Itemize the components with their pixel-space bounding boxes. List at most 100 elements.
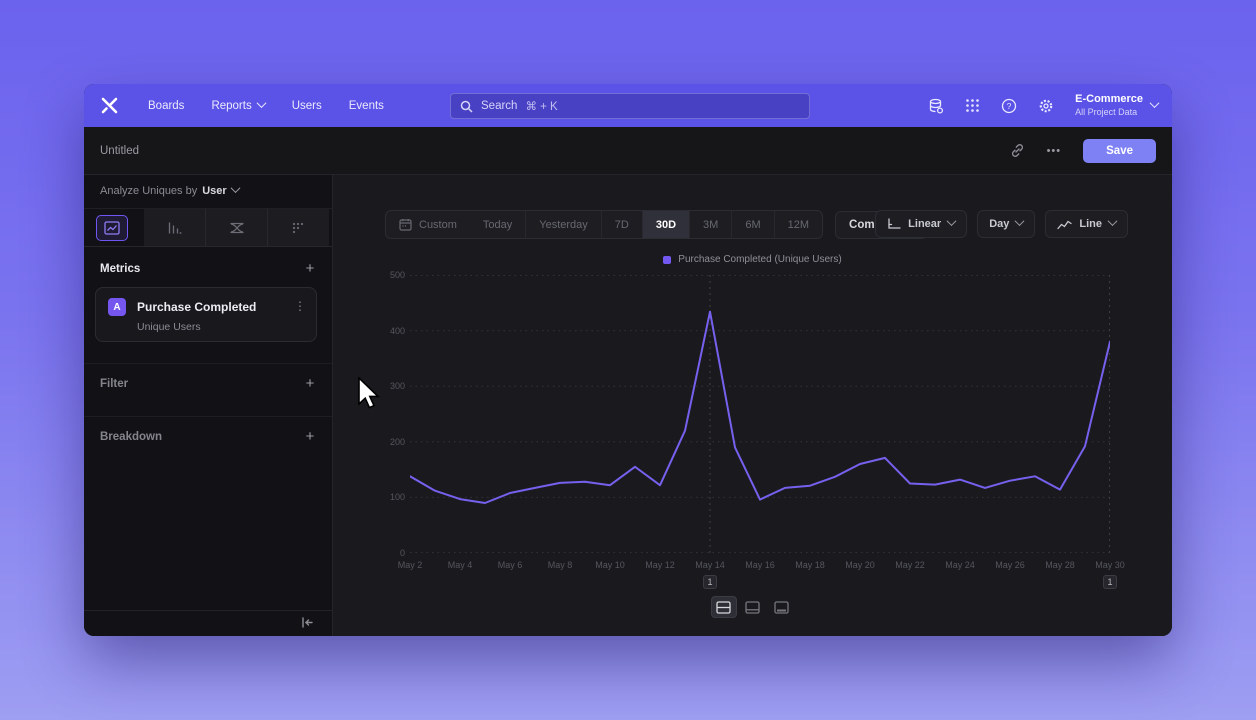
project-selector[interactable]: E-Commerce All Project Data [1075,93,1160,118]
x-axis-label: May 2 [397,560,423,570]
mixpanel-logo-icon[interactable] [100,97,120,115]
x-axis-label: May 30 [1095,560,1125,570]
y-axis: 0 100 200 300 400 500 [370,270,405,558]
mouse-cursor [358,377,380,409]
annotation-count-badge[interactable]: 1 [703,575,717,589]
apps-grid-icon[interactable] [965,98,980,113]
report-title[interactable]: Untitled [100,144,139,157]
help-icon[interactable]: ? [1001,98,1017,114]
nav-item[interactable]: Users [291,99,322,112]
y-axis-label: 500 [389,270,405,280]
y-axis-label: 200 [389,436,405,447]
chart-legend[interactable]: Purchase Completed (Unique Users) [333,254,1172,265]
date-range-group: Custom Today Yesterday 7D 30D 3M 6M 12M [385,210,824,239]
breakdown-header: Breakdown [100,431,162,443]
search-label: Search [481,100,518,112]
layout-split-toggle[interactable] [710,596,737,618]
chevron-down-icon [946,216,957,227]
x-axis-label: May 6 [497,560,523,570]
chart-type-tabs [84,208,332,247]
x-axis-label: May 8 [547,560,573,570]
x-axis: May 2 May 4 May 6 May 8 May 10 May 12 May 14 Ma… [398,560,1125,572]
tab-retention[interactable] [267,209,329,246]
metric-card[interactable]: A Purchase Completed ⋮ Unique Users [95,287,317,342]
analyze-uniques-label: Analyze Uniques by [100,185,198,197]
project-name: E-Commerce [1075,93,1143,105]
analyze-entity-dropdown[interactable]: User [202,183,241,197]
x-axis-label: May 12 [645,560,675,570]
y-axis-label: 100 [389,492,405,503]
nav-items: Boards Reports Users Events [148,97,384,112]
nav-item[interactable]: Reports [211,97,267,112]
layout-table-focus-toggle[interactable] [769,596,795,618]
tab-flows[interactable] [205,209,267,246]
filter-header: Filter [100,378,129,390]
metric-series-badge: A [108,298,126,316]
x-axis-label: May 4 [447,560,473,570]
date-range-button[interactable]: 30D [641,211,690,238]
legend-swatch [663,255,672,264]
chevron-down-icon [1107,216,1118,227]
collapse-sidebar-icon[interactable] [300,616,314,634]
add-filter-button[interactable]: + [305,375,315,392]
metric-measure[interactable]: Unique Users [137,321,201,333]
divider [84,416,332,417]
y-axis-label: 0 [399,548,405,558]
svg-text:?: ? [1007,101,1012,111]
top-nav: Boards Reports Users Events Search ⌘ + K [84,84,1172,127]
chevron-down-icon [1149,97,1160,108]
add-breakdown-button[interactable]: + [305,428,315,445]
layout-chart-focus-toggle[interactable] [740,596,766,618]
date-range-button[interactable]: Yesterday [525,211,601,238]
metric-options-button[interactable]: ⋮ [294,299,306,313]
search-icon [460,100,473,113]
date-range-button[interactable]: Today [482,218,513,231]
x-axis-label: May 28 [1045,560,1075,570]
line-chart-icon [1057,220,1073,229]
more-options-button[interactable]: ••• [1046,144,1062,157]
tab-line-chart[interactable] [96,215,128,241]
data-management-icon[interactable] [928,98,944,114]
x-axis-label: May 22 [895,560,925,570]
x-axis-label: May 24 [945,560,975,570]
date-range-custom-button[interactable]: Custom [386,211,470,238]
y-axis-label: 400 [389,325,405,336]
save-button[interactable]: Save [1083,138,1156,163]
interval-dropdown[interactable]: Day [977,210,1036,238]
x-axis-label: May 20 [845,560,875,570]
metrics-header: Metrics [100,263,141,275]
layout-toggle-group [710,596,795,618]
metric-event-name[interactable]: Purchase Completed [137,300,257,314]
legend-label: Purchase Completed (Unique Users) [678,254,842,265]
chart-panel: Custom Today Yesterday 7D 30D 3M 6M 12M Compar… [333,175,1172,636]
date-range-button[interactable]: 12M [773,211,822,238]
x-axis-label: May 26 [995,560,1025,570]
search-shortcut: ⌘ + K [525,101,558,113]
share-link-icon[interactable] [1010,143,1025,158]
date-range-button[interactable]: 7D [600,211,642,238]
add-metric-button[interactable]: + [305,260,315,277]
linear-axis-icon [888,218,901,229]
report-title-bar: Untitled ••• Save [84,127,1172,175]
x-axis-label: May 10 [595,560,625,570]
tab-bar-chart[interactable] [144,209,205,246]
settings-gear-icon[interactable] [1038,98,1054,114]
search-input[interactable]: Search ⌘ + K [450,93,810,119]
app-window: Boards Reports Users Events Search ⌘ + K [84,84,1172,636]
x-axis-label: May 18 [795,560,825,570]
nav-item[interactable]: Events [348,99,384,112]
divider [84,363,332,364]
x-axis-label: May 14 [695,560,725,570]
chart-style-dropdown[interactable]: Line [1045,210,1128,238]
date-range-button[interactable]: 3M [689,211,731,238]
project-scope: All Project Data [1075,106,1138,117]
scale-dropdown[interactable]: Linear [875,210,968,238]
x-axis-label: May 16 [745,560,775,570]
date-range-button[interactable]: 6M [731,211,773,238]
query-sidebar: Analyze Uniques by User [84,175,333,636]
line-chart-plot[interactable] [409,275,1111,553]
chevron-down-icon [230,183,241,194]
annotation-count-badge[interactable]: 1 [1103,575,1117,589]
nav-item[interactable]: Boards [148,99,185,112]
